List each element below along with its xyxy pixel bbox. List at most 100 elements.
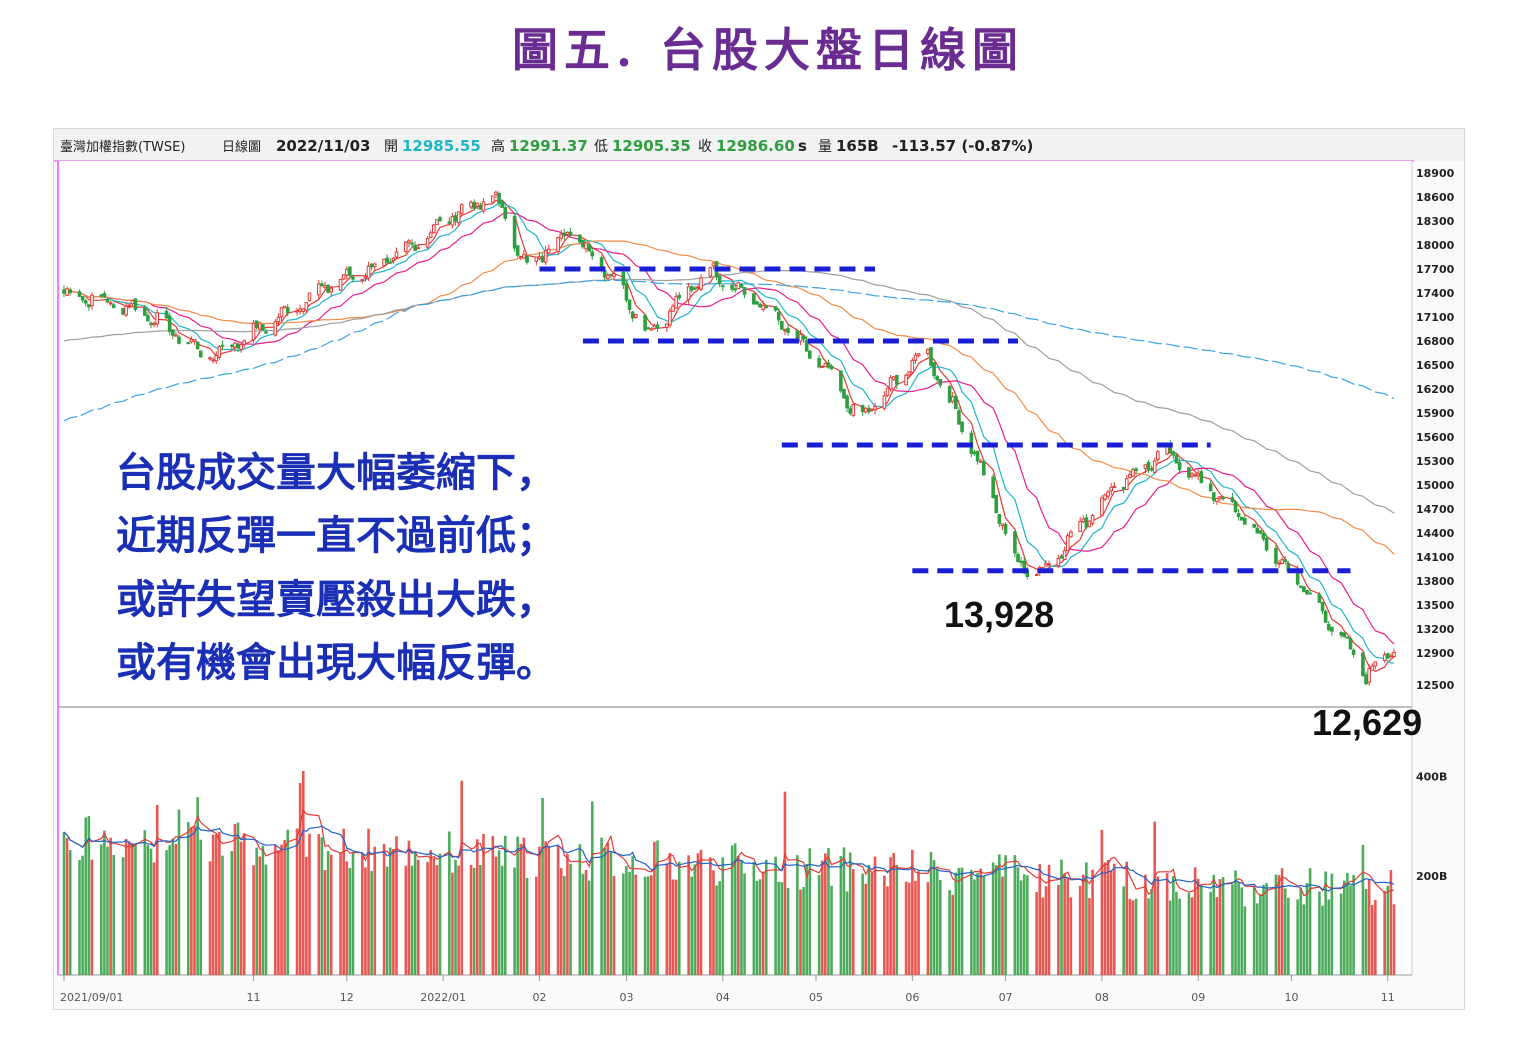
candle-body: [1208, 483, 1213, 492]
volume-bar: [460, 780, 464, 975]
candle-body: [720, 285, 725, 288]
candle-body: [416, 247, 421, 250]
volume-bar: [1026, 875, 1029, 975]
close-value: 12986.60: [716, 137, 795, 155]
price-tick-7: 16800: [1416, 335, 1455, 348]
volume-bar: [90, 859, 94, 975]
volume-bar: [718, 881, 721, 975]
candle-body: [1013, 531, 1017, 554]
volume-bar: [631, 856, 634, 975]
volume-bar: [914, 880, 917, 975]
candle-body: [1056, 557, 1061, 567]
candle-body: [68, 289, 73, 294]
volume-bar: [345, 861, 349, 975]
candle-body: [307, 292, 312, 302]
volume-bar: [1196, 878, 1200, 975]
volume-bar: [1221, 877, 1225, 975]
candle-body: [211, 359, 215, 362]
candle-body: [174, 334, 178, 337]
candle-body: [1236, 513, 1241, 518]
volume-bar: [709, 857, 712, 975]
candle-body: [230, 344, 234, 347]
candle-body: [1283, 559, 1288, 562]
volume-bar: [196, 797, 199, 975]
volume-bar: [1193, 867, 1197, 975]
candle-body: [823, 363, 828, 368]
volume-bar: [68, 850, 72, 975]
volume-bar: [131, 842, 134, 975]
volume-bar: [646, 876, 650, 975]
candle-body: [630, 311, 635, 319]
volume-bar: [935, 868, 939, 975]
volume-bar: [1063, 873, 1066, 975]
candle-body: [1044, 563, 1048, 567]
volume-bar: [951, 894, 955, 975]
volume-bar: [535, 876, 538, 975]
volume-bar: [559, 868, 563, 975]
candle-body: [1190, 473, 1194, 477]
volume-bar: [563, 875, 566, 975]
volume-bar: [693, 864, 697, 975]
candle-body: [83, 300, 88, 304]
candle-body: [1081, 518, 1086, 523]
candle-body: [124, 305, 128, 316]
candle-body: [848, 408, 852, 414]
volume-bar: [1001, 876, 1004, 975]
candle-body: [459, 204, 464, 214]
volume-bars: [62, 771, 1396, 975]
volume-bar: [883, 875, 886, 975]
volume-bar: [612, 875, 616, 975]
candle-body: [938, 379, 943, 386]
candle-body: [1345, 636, 1350, 639]
volume-bar: [1374, 899, 1377, 975]
candle-body: [133, 298, 138, 310]
volume-bar: [566, 854, 569, 975]
candle-body: [1233, 501, 1238, 513]
volume-bar: [886, 886, 889, 975]
volume-bar: [808, 848, 812, 975]
volume-bar: [1209, 891, 1212, 975]
candle-body: [798, 333, 803, 342]
volume-bar: [103, 830, 106, 975]
volume-bar: [668, 853, 672, 975]
volume-bar: [87, 815, 91, 975]
candle-body: [317, 283, 321, 296]
candle-body: [1218, 496, 1222, 499]
price-tick-18: 13500: [1416, 599, 1455, 612]
volume-bar: [939, 880, 942, 975]
candle-body: [382, 258, 386, 267]
low-value: 12905.35: [612, 137, 691, 155]
candle-body: [1078, 521, 1082, 532]
volume-bar: [600, 837, 603, 975]
candle-body: [450, 216, 455, 226]
candle-body: [111, 304, 116, 309]
candle-body: [149, 322, 153, 326]
candle-body: [627, 299, 632, 311]
volume-bar: [286, 829, 290, 975]
candle-body: [366, 265, 371, 279]
x-tick-13: 11: [1381, 991, 1395, 1004]
volume-bar: [432, 857, 436, 975]
volume-bar: [503, 835, 507, 975]
high-label: 高: [491, 138, 505, 155]
volume-bar: [438, 853, 442, 975]
candle-body: [612, 273, 616, 278]
volume-bar: [864, 883, 868, 975]
candle-body: [251, 322, 256, 341]
candle-body: [407, 240, 411, 244]
candle-body: [348, 266, 352, 276]
candle-body: [186, 342, 191, 345]
volume-bar: [656, 840, 659, 975]
candle-body: [525, 255, 529, 263]
volume-bar: [1324, 871, 1327, 975]
candle-body: [341, 274, 346, 280]
volume-bar: [870, 872, 874, 975]
volume-bar: [932, 860, 936, 975]
volume-bar: [395, 836, 398, 975]
candle-body: [1389, 655, 1393, 658]
candle-body: [556, 237, 560, 252]
volume-bar: [1308, 868, 1312, 975]
candle-body: [220, 344, 225, 347]
volume-bar: [544, 841, 547, 975]
candlesticks: [62, 190, 1396, 686]
